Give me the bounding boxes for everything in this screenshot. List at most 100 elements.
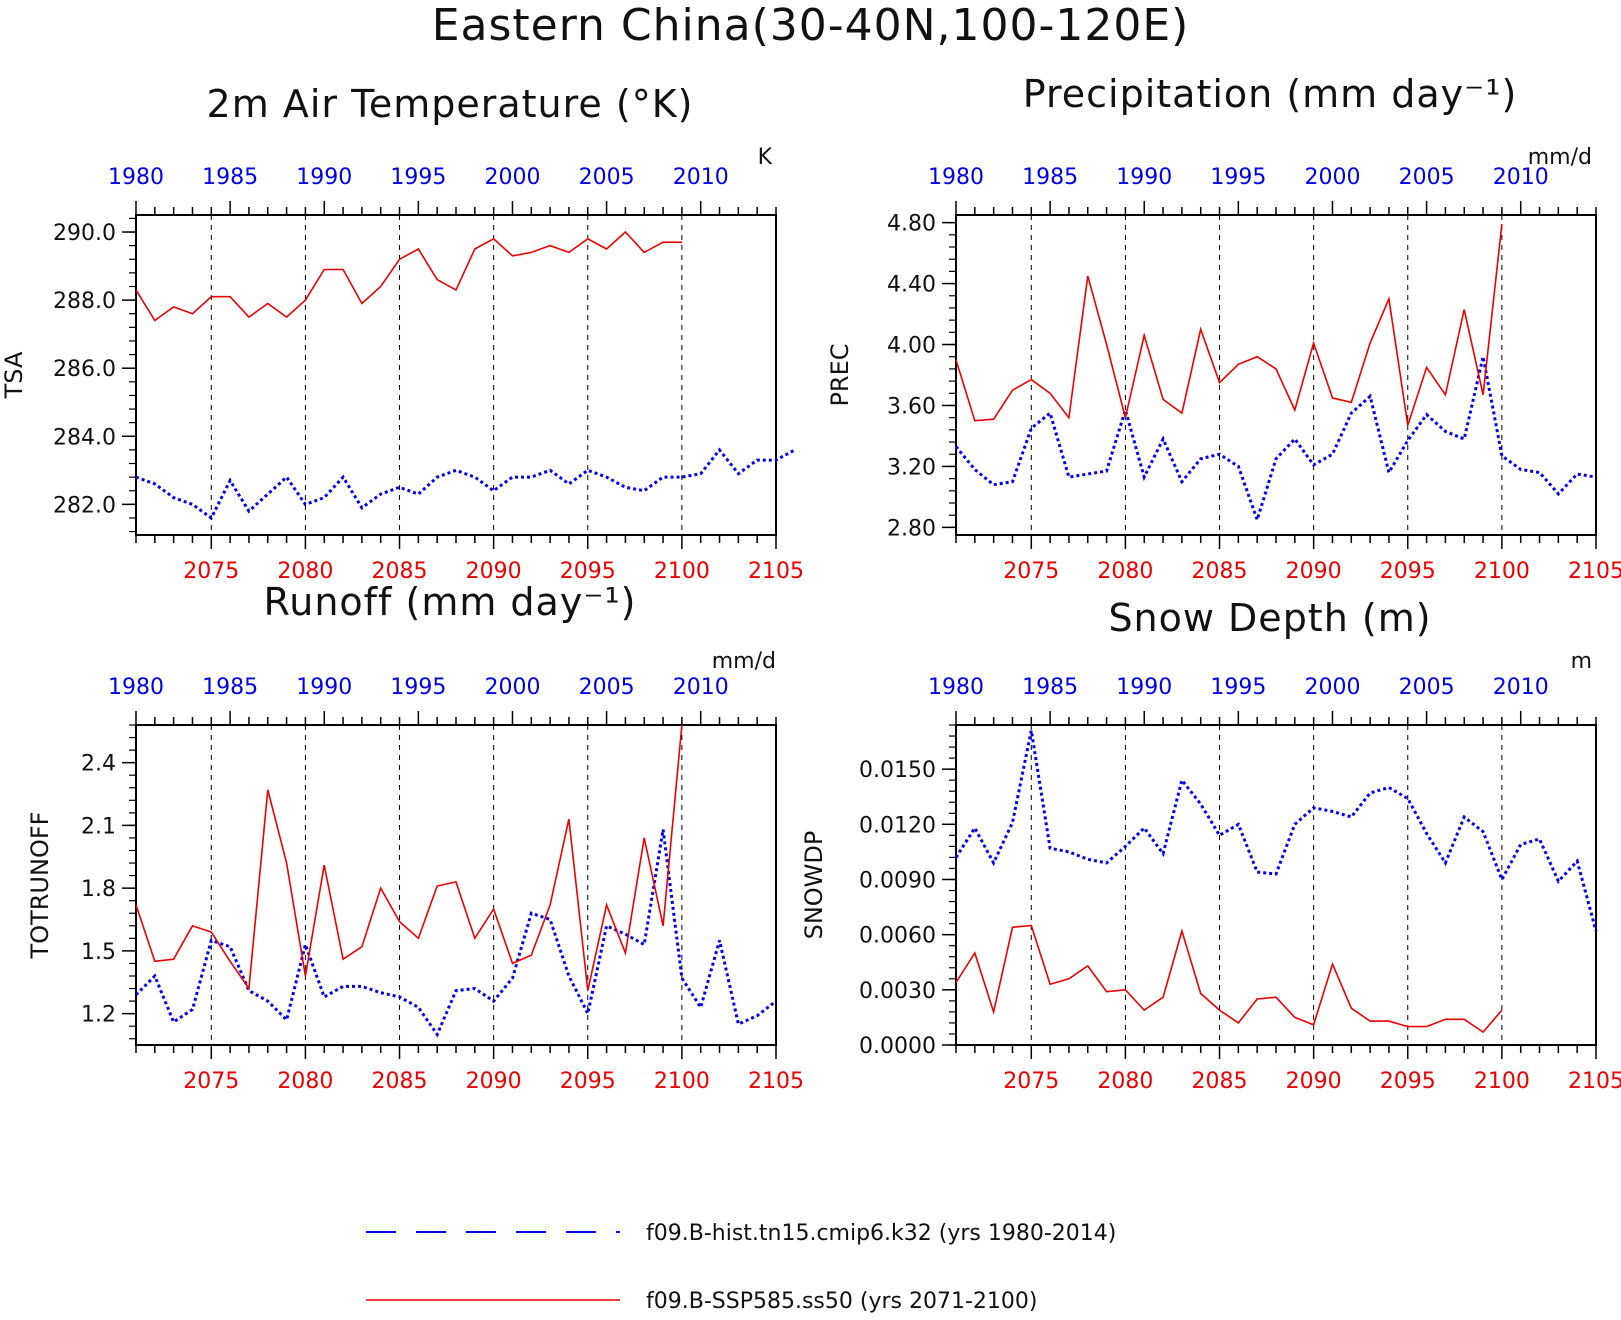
y-tick-label: 0.0030 — [859, 979, 936, 1004]
x-tick-label-historical: 1980 — [108, 675, 164, 700]
x-tick-label-future: 2085 — [372, 1069, 428, 1094]
y-tick-label: 3.60 — [887, 394, 936, 419]
y-tick-label: 286.0 — [53, 357, 116, 382]
series-line-historical — [135, 447, 796, 521]
x-tick-label-future: 2080 — [277, 1069, 333, 1094]
panel-title-temperature: 2m Air Temperature (°K) — [206, 82, 694, 126]
x-tick-label-historical: 2010 — [673, 675, 729, 700]
x-tick-label-historical: 1980 — [108, 165, 164, 190]
x-tick-label-historical: 1990 — [1116, 165, 1172, 190]
x-tick-label-historical: 1985 — [1022, 675, 1078, 700]
x-tick-label-historical: 1985 — [202, 675, 258, 700]
x-tick-label-historical: 2005 — [1399, 675, 1455, 700]
y-tick-label: 288.0 — [53, 289, 116, 314]
y-tick-label: 290.0 — [53, 221, 116, 246]
x-tick-label-future: 2080 — [277, 559, 333, 584]
x-tick-label-future: 2090 — [466, 1069, 522, 1094]
y-tick-label: 3.20 — [887, 455, 936, 480]
x-tick-label-historical: 1980 — [928, 165, 984, 190]
series-line-historical — [954, 356, 1597, 525]
x-tick-label-future: 2105 — [1568, 559, 1621, 584]
y-tick-label: 2.1 — [81, 814, 116, 839]
x-tick-label-historical: 1995 — [1210, 675, 1266, 700]
series-line-future — [955, 924, 1503, 1034]
x-tick-label-future: 2075 — [1003, 559, 1059, 584]
main-title: Eastern China(30-40N,100-120E) — [431, 0, 1190, 51]
y-tick-label: 0.0060 — [859, 924, 936, 949]
x-tick-label-future: 2080 — [1097, 559, 1153, 584]
series-line-historical — [954, 730, 1598, 932]
x-tick-label-future: 2075 — [183, 559, 239, 584]
y-tick-label: 2.4 — [81, 752, 116, 777]
x-tick-label-historical: 1990 — [296, 165, 352, 190]
plot-frame — [955, 214, 1597, 536]
y-tick-label: 1.2 — [81, 1003, 116, 1028]
x-tick-label-historical: 2000 — [484, 165, 540, 190]
x-tick-label-historical: 2000 — [484, 675, 540, 700]
y-tick-label: 4.00 — [887, 334, 936, 359]
x-tick-label-historical: 1995 — [390, 165, 446, 190]
panel-title-snow-depth: Snow Depth (m) — [1108, 596, 1432, 640]
series-line-future — [135, 230, 682, 322]
x-tick-label-future: 2095 — [560, 559, 616, 584]
x-tick-label-historical: 1980 — [928, 675, 984, 700]
panel-title-precipitation: Precipitation (mm day⁻¹) — [1022, 72, 1518, 116]
series-line-historical — [134, 829, 777, 1038]
y-tick-label: 0.0090 — [859, 868, 936, 893]
x-tick-label-historical: 2005 — [579, 675, 635, 700]
x-tick-label-future: 2095 — [1380, 559, 1436, 584]
x-tick-label-historical: 2010 — [673, 165, 729, 190]
x-tick-label-historical: 2005 — [579, 165, 635, 190]
x-tick-label-historical: 2005 — [1399, 165, 1455, 190]
x-tick-label-historical: 2010 — [1493, 165, 1549, 190]
x-tick-label-historical: 1985 — [202, 165, 258, 190]
y-axis-label: TSA — [0, 351, 28, 399]
series-line-future — [955, 224, 1503, 426]
y-tick-label: 0.0120 — [859, 813, 936, 838]
y-tick-label: 282.0 — [53, 493, 116, 518]
x-tick-label-future: 2080 — [1097, 1069, 1153, 1094]
x-tick-label-historical: 1990 — [1116, 675, 1172, 700]
x-tick-label-future: 2090 — [466, 559, 522, 584]
x-tick-label-future: 2090 — [1286, 1069, 1342, 1094]
x-tick-label-future: 2105 — [1568, 1069, 1621, 1094]
unit-label: K — [758, 145, 773, 170]
x-tick-label-future: 2105 — [748, 1069, 804, 1094]
legend-label-future: f09.B-SSP585.ss50 (yrs 2071-2100) — [646, 1289, 1037, 1314]
x-tick-label-future: 2095 — [1380, 1069, 1436, 1094]
x-tick-label-historical: 1995 — [390, 675, 446, 700]
y-tick-label: 0.0000 — [859, 1034, 936, 1059]
x-tick-label-future: 2075 — [183, 1069, 239, 1094]
x-tick-label-future: 2075 — [1003, 1069, 1059, 1094]
x-tick-label-historical: 1985 — [1022, 165, 1078, 190]
x-tick-label-future: 2090 — [1286, 559, 1342, 584]
x-tick-label-historical: 2000 — [1304, 165, 1360, 190]
y-axis-label: TOTRUNOFF — [26, 812, 54, 960]
x-tick-label-future: 2100 — [654, 1069, 710, 1094]
x-tick-label-historical: 1995 — [1210, 165, 1266, 190]
plot-frame — [135, 214, 777, 536]
x-tick-label-future: 2105 — [748, 559, 804, 584]
x-tick-label-historical: 2010 — [1493, 675, 1549, 700]
x-tick-label-future: 2100 — [654, 559, 710, 584]
y-tick-label: 4.40 — [887, 273, 936, 298]
y-axis-label: SNOWDP — [800, 831, 828, 940]
unit-label: mm/d — [712, 649, 776, 674]
x-tick-label-future: 2085 — [372, 559, 428, 584]
y-tick-label: 1.8 — [81, 877, 116, 902]
unit-label: mm/d — [1528, 145, 1592, 170]
x-tick-label-future: 2085 — [1192, 1069, 1248, 1094]
x-tick-label-future: 2100 — [1474, 1069, 1530, 1094]
panel-title-runoff: Runoff (mm day⁻¹) — [263, 580, 637, 624]
x-tick-label-historical: 1990 — [296, 675, 352, 700]
y-tick-label: 2.80 — [887, 516, 936, 541]
series-line-future — [135, 724, 683, 991]
x-tick-label-future: 2085 — [1192, 559, 1248, 584]
x-tick-label-future: 2095 — [560, 1069, 616, 1094]
y-tick-label: 0.0150 — [859, 758, 936, 783]
y-axis-label: PREC — [826, 343, 854, 406]
legend-label-historical: f09.B-hist.tn15.cmip6.k32 (yrs 1980-2014… — [646, 1221, 1116, 1246]
plot-frame — [135, 724, 777, 1046]
